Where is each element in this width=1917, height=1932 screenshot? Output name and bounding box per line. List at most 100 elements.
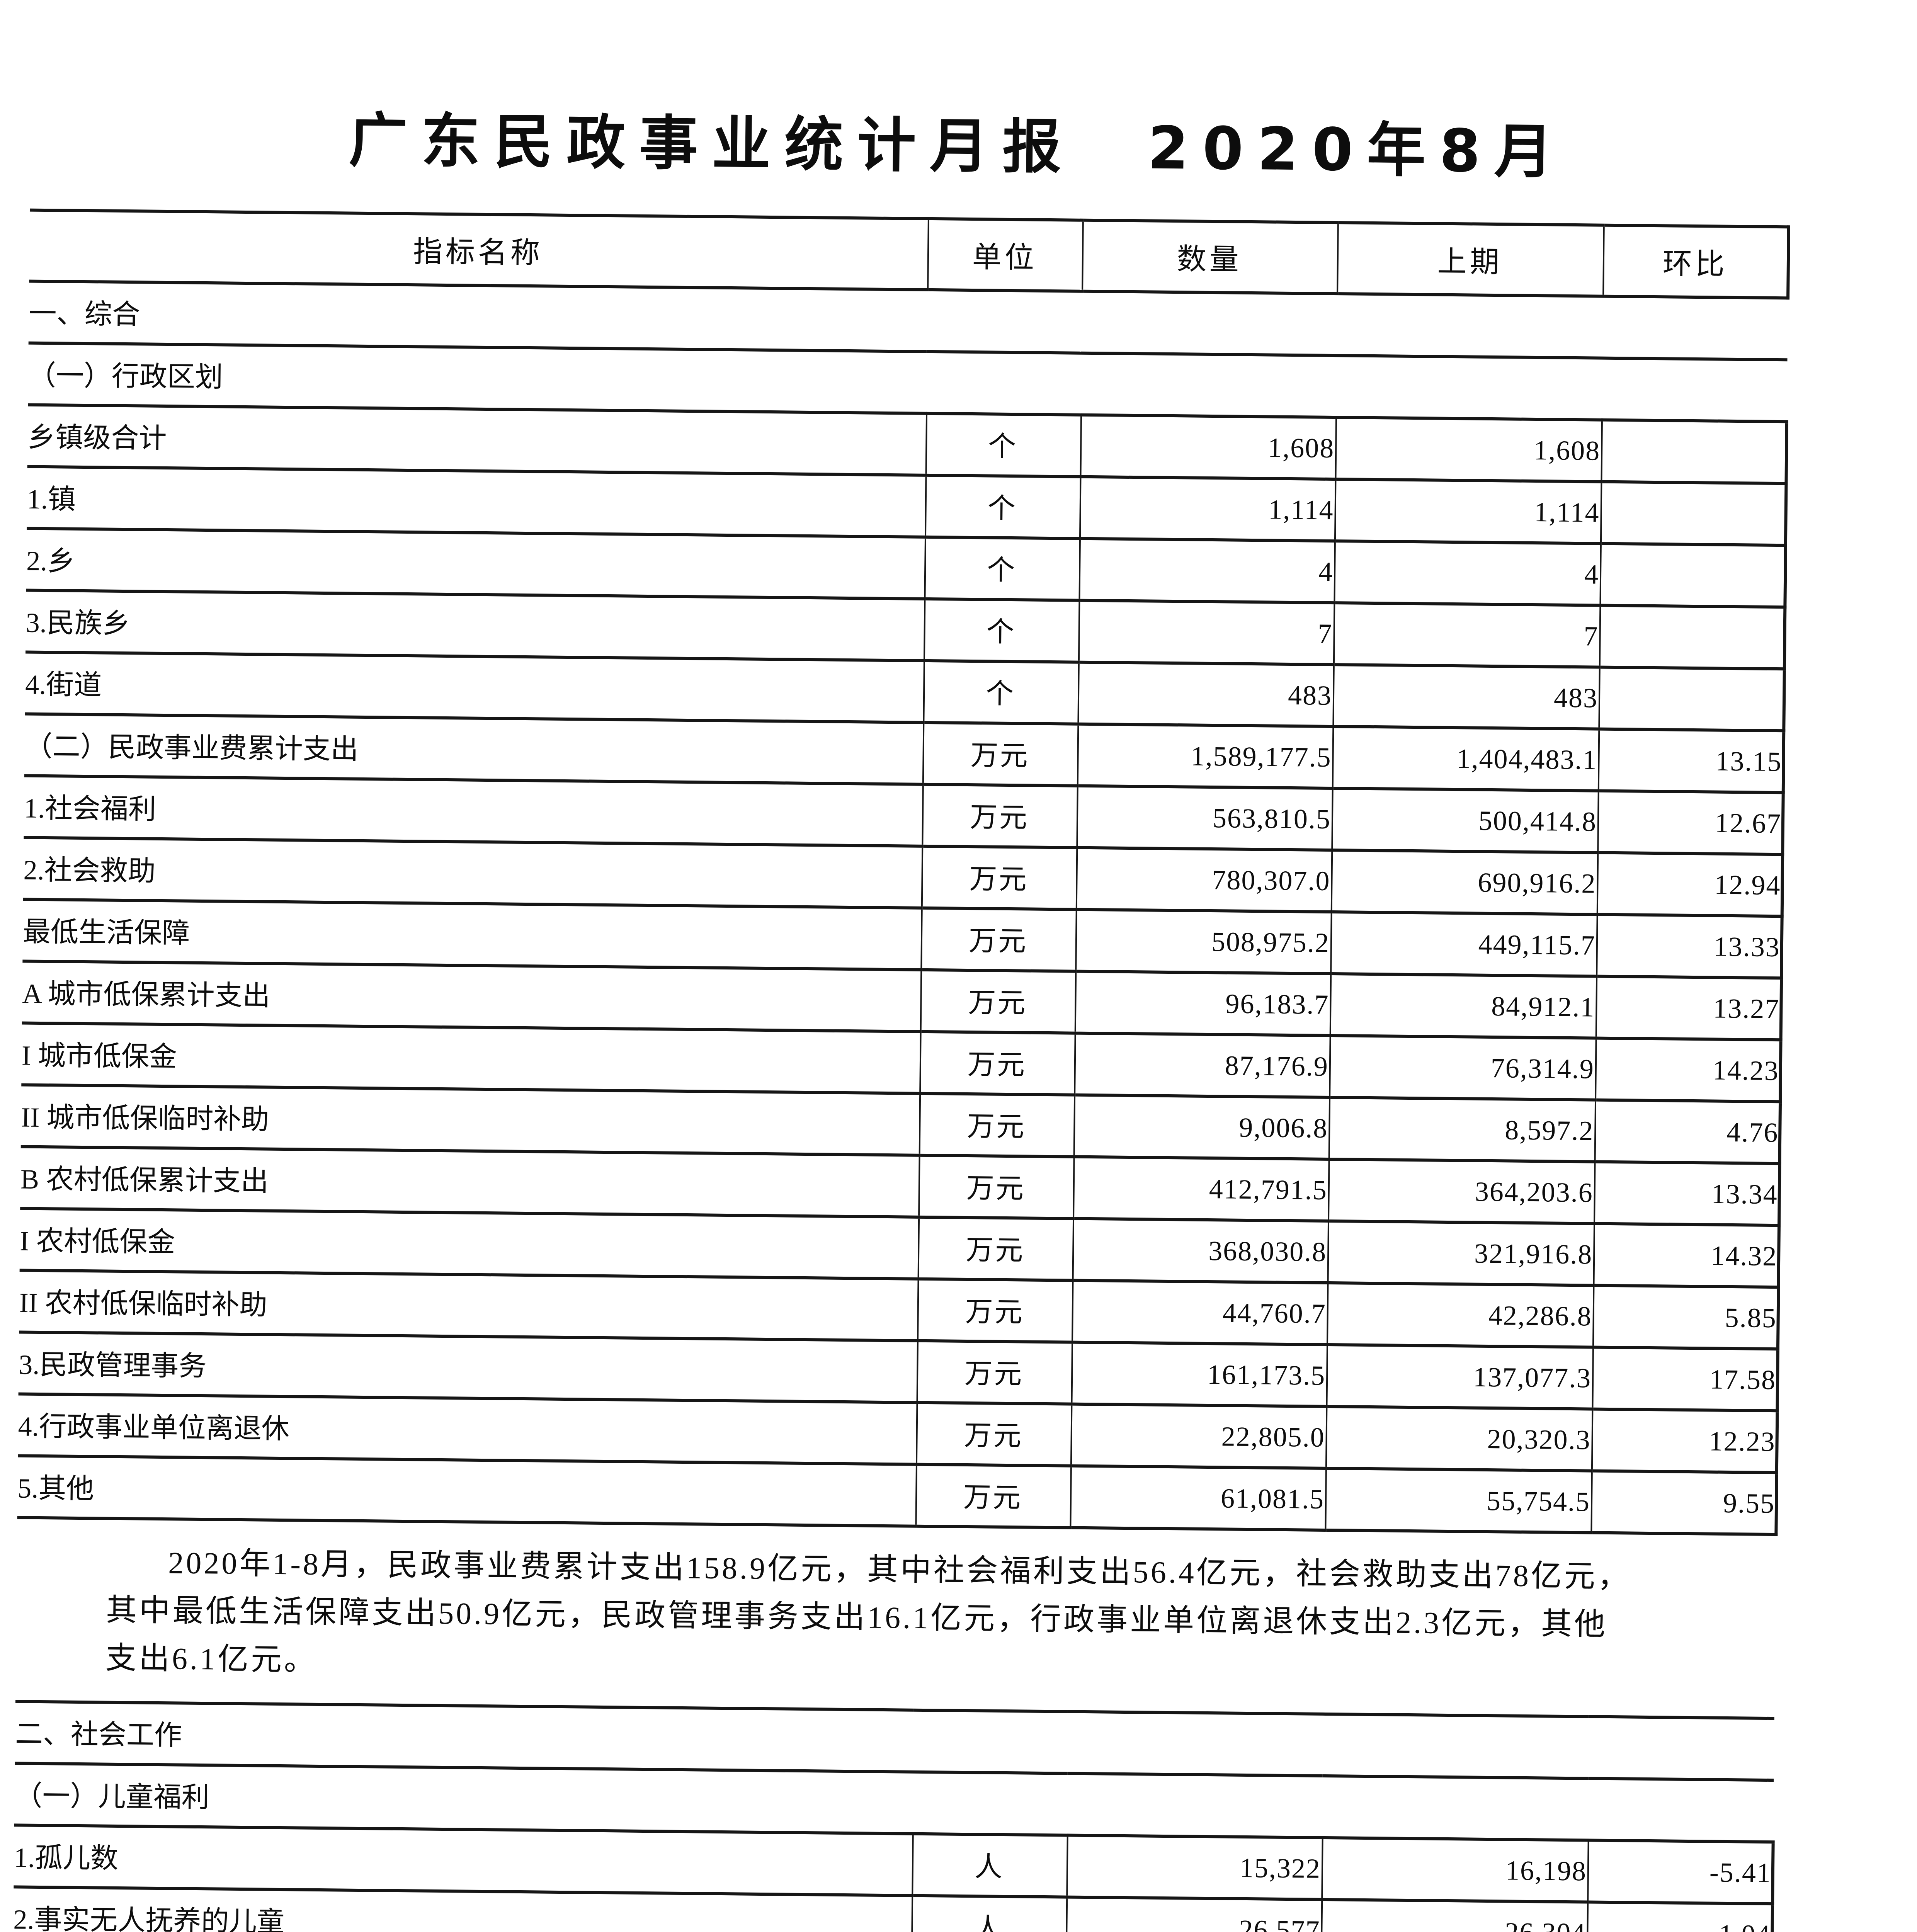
scan-tilt-wrapper: 广东民政事业统计月报 2020年8月 指标名称 单位 数量 上期 环比 一、综合…	[0, 89, 1917, 1932]
row-unit: 万元	[922, 722, 1078, 786]
row-label: 4.街道	[25, 652, 924, 723]
row-label: 4.行政事业单位离退休	[18, 1394, 917, 1464]
row-value-current: 780,307.0	[1075, 847, 1332, 912]
row-label: I 农村低保金	[19, 1208, 919, 1279]
row-value-ratio	[1601, 420, 1787, 484]
row-label: 3.民政管理事务	[18, 1332, 917, 1403]
row-value-current: 1,114	[1079, 476, 1335, 541]
summary-note-1: 2020年1-8月，民政事业费累计支出158.9亿元，其中社会福利支出56.4亿…	[105, 1540, 1850, 1701]
row-value-previous: 4	[1334, 541, 1600, 605]
row-label: A 城市低保累计支出	[22, 961, 921, 1032]
row-unit: 个	[923, 660, 1078, 724]
row-value-ratio: 13.15	[1597, 729, 1784, 793]
row-unit: 万元	[922, 784, 1077, 848]
row-label: 2.社会救助	[23, 837, 922, 908]
row-unit: 个	[924, 475, 1080, 539]
row-label: 2.乡	[26, 528, 925, 599]
row-unit: 万元	[919, 1093, 1074, 1157]
column-header-unit: 单位	[927, 218, 1082, 291]
row-label: II 城市低保临时补助	[20, 1085, 920, 1155]
row-value-previous: 8,597.2	[1328, 1097, 1595, 1162]
row-value-ratio	[1599, 605, 1785, 669]
row-value-current: 1,589,177.5	[1077, 724, 1333, 789]
row-label: B 农村低保累计支出	[20, 1146, 919, 1217]
row-value-current: 563,810.5	[1076, 786, 1332, 850]
row-value-ratio	[1600, 481, 1786, 546]
row-value-previous: 690,916.2	[1330, 850, 1597, 915]
row-value-current: 96,183.7	[1074, 971, 1330, 1036]
row-label: 1.镇	[27, 466, 925, 537]
row-unit: 个	[924, 537, 1079, 600]
row-label: （二）民政事业费累计支出	[24, 714, 923, 784]
row-value-ratio: 13.34	[1594, 1162, 1780, 1226]
row-unit: 万元	[916, 1340, 1072, 1404]
row-unit: 万元	[915, 1402, 1071, 1466]
row-value-ratio: 14.23	[1595, 1038, 1781, 1102]
column-header-indicator-name: 指标名称	[29, 210, 928, 290]
row-value-current: 483	[1077, 662, 1333, 727]
row-value-previous: 483	[1332, 665, 1599, 729]
row-unit: 人	[911, 1895, 1067, 1932]
row-unit: 万元	[920, 908, 1076, 971]
row-value-current: 1,608	[1080, 415, 1336, 480]
row-unit: 万元	[920, 969, 1075, 1033]
row-value-current: 368,030.8	[1072, 1218, 1328, 1283]
row-value-previous: 449,115.7	[1330, 912, 1597, 976]
row-label: 3.民族乡	[26, 590, 924, 661]
row-value-ratio: 12.67	[1597, 791, 1783, 855]
row-unit: 个	[923, 599, 1079, 662]
row-value-current: 61,081.5	[1070, 1466, 1325, 1530]
row-value-previous: 7	[1333, 603, 1600, 667]
row-value-ratio: 12.23	[1591, 1409, 1778, 1473]
row-value-current: 87,176.9	[1074, 1033, 1330, 1097]
row-value-previous: 42,286.8	[1326, 1282, 1593, 1347]
row-value-ratio: 5.85	[1592, 1285, 1779, 1349]
row-value-previous: 500,414.8	[1331, 788, 1598, 853]
row-label: II 农村低保临时补助	[19, 1270, 918, 1341]
row-value-ratio: 1.04	[1586, 1902, 1773, 1932]
report-title: 广东民政事业统计月报 2020年8月	[348, 106, 1567, 186]
row-value-ratio: 14.32	[1593, 1223, 1779, 1287]
row-value-current: 508,975.2	[1075, 909, 1331, 974]
row-value-previous: 1,114	[1334, 479, 1601, 544]
row-value-current: 7	[1078, 600, 1334, 665]
column-header-quantity: 数量	[1082, 220, 1337, 294]
row-value-previous: 84,912.1	[1329, 973, 1596, 1038]
row-label: 1.孤儿数	[14, 1825, 912, 1896]
row-value-ratio: 4.76	[1594, 1100, 1781, 1164]
row-unit: 万元	[919, 1031, 1075, 1095]
row-value-current: 15,322	[1066, 1835, 1322, 1900]
row-value-previous: 20,320.3	[1325, 1406, 1592, 1471]
row-value-previous: 1,404,483.1	[1332, 726, 1599, 791]
row-label: 5.其他	[17, 1456, 916, 1526]
row-value-ratio	[1598, 667, 1784, 731]
row-value-ratio: 13.33	[1596, 914, 1782, 978]
row-value-current: 9,006.8	[1073, 1095, 1329, 1159]
row-unit: 万元	[921, 846, 1077, 910]
row-value-ratio: 12.94	[1596, 852, 1783, 917]
row-value-current: 161,173.5	[1071, 1342, 1327, 1406]
statistics-table-part1: 指标名称 单位 数量 上期 环比 一、综合 （一）行政区划 乡镇级合计个 1,608 1…	[17, 209, 1790, 1536]
row-label: 乡镇级合计	[27, 405, 926, 475]
row-label: I 城市低保金	[21, 1023, 920, 1094]
row-value-previous: 364,203.6	[1328, 1159, 1594, 1224]
row-value-ratio: 13.27	[1595, 976, 1782, 1040]
row-value-previous: 137,077.3	[1326, 1344, 1592, 1409]
row-value-current: 4	[1078, 538, 1334, 603]
row-unit: 万元	[917, 1217, 1073, 1281]
row-value-previous: 16,198	[1321, 1837, 1588, 1902]
row-value-ratio: 9.55	[1590, 1471, 1777, 1535]
row-unit: 万元	[918, 1155, 1073, 1219]
row-label: 1.社会福利	[24, 776, 922, 846]
row-unit: 万元	[915, 1464, 1070, 1528]
row-value-previous: 26,304	[1320, 1899, 1587, 1932]
row-value-current: 412,791.5	[1073, 1156, 1328, 1221]
row-unit: 人	[912, 1833, 1067, 1897]
column-header-previous-period: 上期	[1337, 223, 1603, 296]
row-unit: 个	[925, 413, 1081, 477]
row-value-previous: 55,754.5	[1325, 1468, 1591, 1533]
column-header-mom-ratio: 环比	[1602, 225, 1789, 298]
row-value-previous: 1,608	[1335, 417, 1601, 482]
